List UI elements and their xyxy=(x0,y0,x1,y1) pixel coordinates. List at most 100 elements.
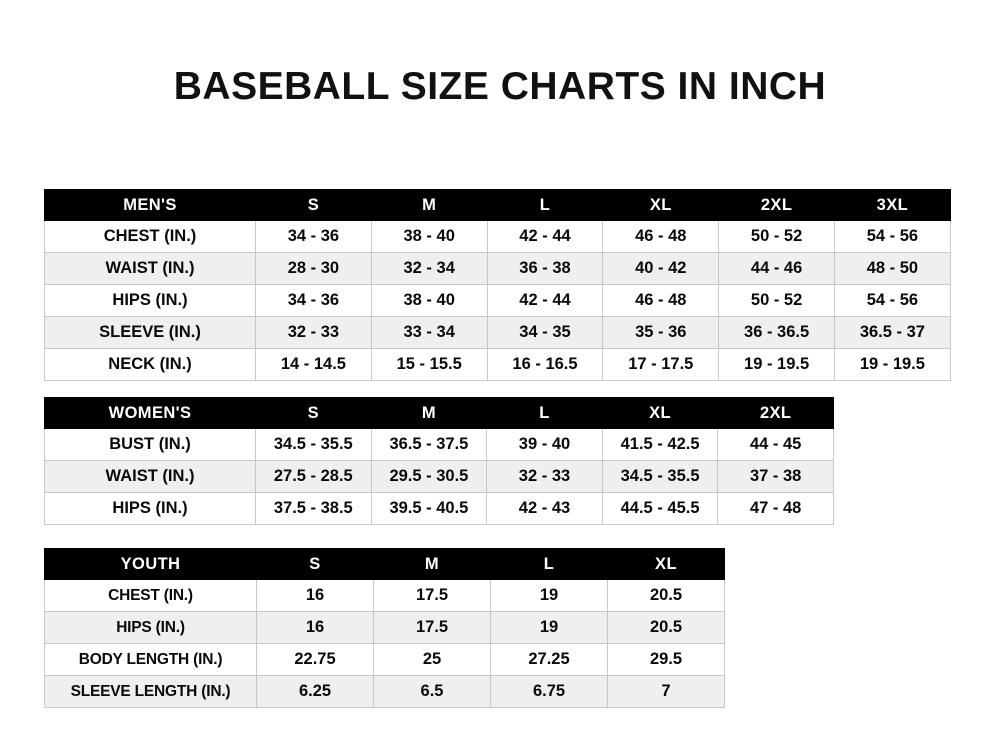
measurement-value: 46 - 48 xyxy=(602,220,720,253)
table-row: BUST (IN.) 34.5 - 35.5 36.5 - 37.5 39 - 40 4… xyxy=(44,428,834,461)
measurement-value: 28 - 30 xyxy=(255,252,372,285)
measurement-value: 36 - 36.5 xyxy=(718,316,835,349)
measurement-value: 34 - 36 xyxy=(255,284,372,317)
measurement-value: 20.5 xyxy=(607,579,725,612)
size-column-header-xl: XL xyxy=(607,548,725,580)
table-row: SLEEVE LENGTH (IN.) 6.25 6.5 6.75 7 xyxy=(44,675,725,708)
table-row: NECK (IN.) 14 - 14.5 15 - 15.5 16 - 16.5 17 … xyxy=(44,348,951,381)
womens-size-table: WOMEN'S S M L XL 2XL BUST (IN.) 34.5 - 35.5 36.… xyxy=(44,397,834,525)
measurement-value: 39.5 - 40.5 xyxy=(370,492,488,525)
measurement-value: 17.5 xyxy=(373,611,491,644)
measurement-value: 29.5 xyxy=(607,643,725,676)
measurement-value: 32 - 34 xyxy=(370,252,488,285)
measurement-value: 36 - 38 xyxy=(486,252,604,285)
measurement-value: 37.5 - 38.5 xyxy=(255,492,372,525)
measurement-value: 34 - 35 xyxy=(486,316,604,349)
measurement-value: 19 xyxy=(490,611,608,644)
measurement-value: 19 - 19.5 xyxy=(718,348,835,381)
measurement-label: CHEST (IN.) xyxy=(44,220,256,253)
measurement-value: 16 xyxy=(256,611,374,644)
measurement-value: 17 - 17.5 xyxy=(602,348,720,381)
size-column-header-xl: XL xyxy=(602,189,720,221)
measurement-value: 16 - 16.5 xyxy=(486,348,604,381)
table-row: WAIST (IN.) 28 - 30 32 - 34 36 - 38 40 - 42 4… xyxy=(44,252,951,285)
measurement-value: 54 - 56 xyxy=(833,220,951,253)
table-row: WAIST (IN.) 27.5 - 28.5 29.5 - 30.5 32 - 33… xyxy=(44,460,834,493)
youth-table-header: YOUTH S M L XL xyxy=(44,548,725,580)
size-column-header-l: L xyxy=(486,189,604,221)
measurement-value: 39 - 40 xyxy=(486,428,603,461)
measurement-value: 29.5 - 30.5 xyxy=(370,460,488,493)
measurement-value: 15 - 15.5 xyxy=(370,348,488,381)
measurement-value: 6.25 xyxy=(256,675,374,708)
womens-table-header: WOMEN'S S M L XL 2XL xyxy=(44,397,834,429)
measurement-value: 42 - 44 xyxy=(486,220,604,253)
measurement-label: BUST (IN.) xyxy=(44,428,256,461)
measurement-value: 22.75 xyxy=(256,643,374,676)
womens-table-body: BUST (IN.) 34.5 - 35.5 36.5 - 37.5 39 - 40 4… xyxy=(44,428,834,525)
measurement-value: 40 - 42 xyxy=(602,252,720,285)
measurement-value: 41.5 - 42.5 xyxy=(601,428,719,461)
measurement-value: 34.5 - 35.5 xyxy=(255,428,372,461)
measurement-value: 14 - 14.5 xyxy=(255,348,372,381)
size-column-header-s: S xyxy=(255,189,372,221)
measurement-label: SLEEVE LENGTH (IN.) xyxy=(44,675,257,708)
measurement-value: 17.5 xyxy=(373,579,491,612)
youth-size-table: YOUTH S M L XL CHEST (IN.) 16 17.5 19 20.5 HIPS (… xyxy=(44,548,725,708)
size-column-header-s: S xyxy=(256,548,374,580)
measurement-label: WAIST (IN.) xyxy=(44,252,256,285)
measurement-value: 6.75 xyxy=(490,675,608,708)
measurement-value: 42 - 43 xyxy=(486,492,603,525)
measurement-value: 38 - 40 xyxy=(370,284,488,317)
size-column-header-m: M xyxy=(370,397,488,429)
measurement-value: 48 - 50 xyxy=(833,252,951,285)
mens-table-header: MEN'S S M L XL 2XL 3XL xyxy=(44,189,951,221)
table-header-row: YOUTH S M L XL xyxy=(44,548,725,580)
measurement-value: 36.5 - 37.5 xyxy=(370,428,488,461)
measurement-value: 27.5 - 28.5 xyxy=(255,460,372,493)
measurement-value: 44 - 46 xyxy=(718,252,835,285)
measurement-value: 37 - 38 xyxy=(717,460,834,493)
measurement-value: 44.5 - 45.5 xyxy=(601,492,719,525)
youth-category-label: YOUTH xyxy=(44,548,257,580)
table-row: CHEST (IN.) 16 17.5 19 20.5 xyxy=(44,579,725,612)
measurement-value: 7 xyxy=(607,675,725,708)
measurement-label: HIPS (IN.) xyxy=(44,284,256,317)
measurement-value: 27.25 xyxy=(490,643,608,676)
measurement-value: 36.5 - 37 xyxy=(833,316,951,349)
measurement-label: WAIST (IN.) xyxy=(44,460,256,493)
table-header-row: WOMEN'S S M L XL 2XL xyxy=(44,397,834,429)
size-column-header-m: M xyxy=(370,189,488,221)
size-column-header-l: L xyxy=(486,397,603,429)
measurement-value: 32 - 33 xyxy=(486,460,603,493)
measurement-value: 19 xyxy=(490,579,608,612)
measurement-value: 6.5 xyxy=(373,675,491,708)
page-title: BASEBALL SIZE CHARTS IN INCH xyxy=(173,65,827,108)
measurement-value: 25 xyxy=(373,643,491,676)
measurement-value: 35 - 36 xyxy=(602,316,720,349)
table-row: HIPS (IN.) 34 - 36 38 - 40 42 - 44 46 - 48 50… xyxy=(44,284,951,317)
youth-table-body: CHEST (IN.) 16 17.5 19 20.5 HIPS (IN.) 16 17.5 1… xyxy=(44,579,725,708)
measurement-value: 16 xyxy=(256,579,374,612)
measurement-value: 46 - 48 xyxy=(602,284,720,317)
measurement-value: 34 - 36 xyxy=(255,220,372,253)
mens-table-body: CHEST (IN.) 34 - 36 38 - 40 42 - 44 46 - 48 5… xyxy=(44,220,951,381)
measurement-label: NECK (IN.) xyxy=(44,348,256,381)
measurement-value: 44 - 45 xyxy=(717,428,834,461)
table-row: CHEST (IN.) 34 - 36 38 - 40 42 - 44 46 - 48 5… xyxy=(44,220,951,253)
size-column-header-3xl: 3XL xyxy=(833,189,951,221)
measurement-value: 38 - 40 xyxy=(370,220,488,253)
measurement-value: 54 - 56 xyxy=(833,284,951,317)
size-column-header-s: S xyxy=(255,397,372,429)
measurement-value: 19 - 19.5 xyxy=(833,348,951,381)
table-row: HIPS (IN.) 16 17.5 19 20.5 xyxy=(44,611,725,644)
table-header-row: MEN'S S M L XL 2XL 3XL xyxy=(44,189,951,221)
table-row: HIPS (IN.) 37.5 - 38.5 39.5 - 40.5 42 - 43 4… xyxy=(44,492,834,525)
size-column-header-xl: XL xyxy=(601,397,719,429)
measurement-value: 32 - 33 xyxy=(255,316,372,349)
size-column-header-2xl: 2XL xyxy=(717,397,834,429)
measurement-value: 20.5 xyxy=(607,611,725,644)
measurement-label: CHEST (IN.) xyxy=(44,579,257,612)
measurement-value: 47 - 48 xyxy=(717,492,834,525)
